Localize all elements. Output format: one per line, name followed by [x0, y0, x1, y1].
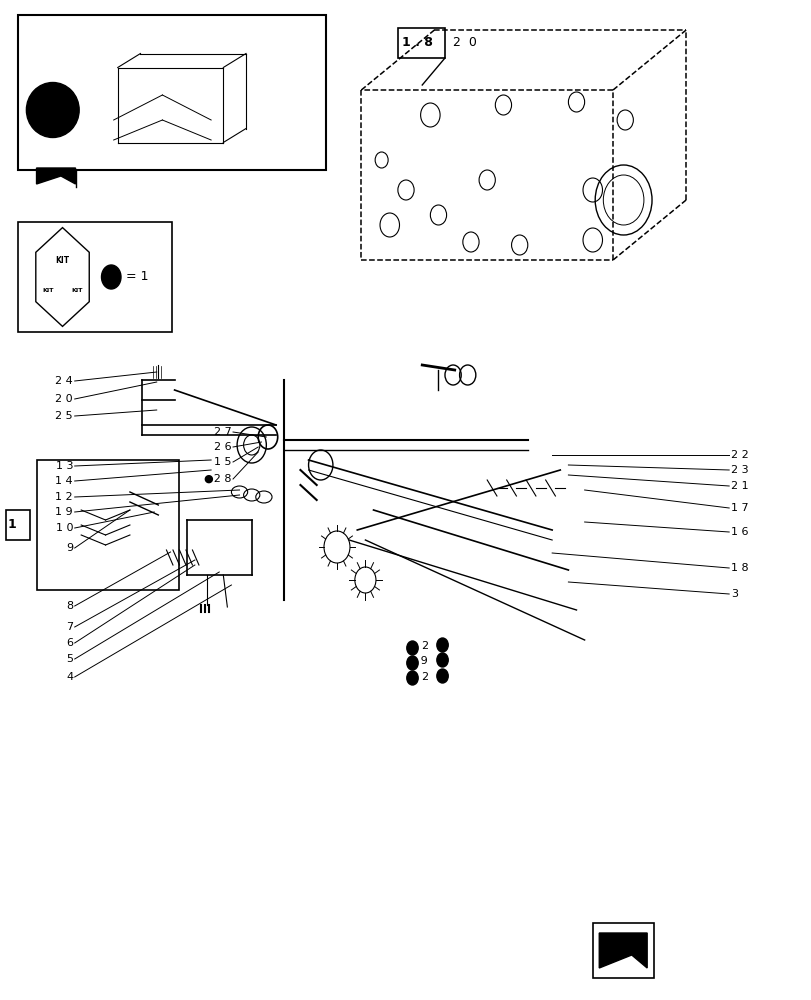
Ellipse shape	[26, 83, 79, 137]
Circle shape	[436, 653, 448, 667]
Text: 1 5: 1 5	[213, 457, 231, 467]
Circle shape	[308, 450, 333, 480]
Circle shape	[406, 656, 418, 670]
Text: KIT: KIT	[42, 288, 54, 293]
Text: 1 2: 1 2	[55, 492, 73, 502]
Text: 2 5: 2 5	[55, 411, 73, 421]
Text: 1 . 8: 1 . 8	[401, 35, 432, 48]
Text: 9: 9	[66, 543, 73, 553]
Text: 3: 3	[730, 589, 737, 599]
Circle shape	[406, 671, 418, 685]
Text: 1 6: 1 6	[730, 527, 748, 537]
Text: 8: 8	[66, 601, 73, 611]
Text: = 1: = 1	[126, 270, 148, 283]
Text: 1 0: 1 0	[55, 523, 73, 533]
Text: 2 4: 2 4	[55, 376, 73, 386]
Polygon shape	[599, 933, 646, 968]
Text: 2 2: 2 2	[730, 450, 748, 460]
Text: 2: 2	[420, 641, 427, 651]
Text: 1 9: 1 9	[55, 507, 73, 517]
Bar	[6, 510, 30, 540]
Text: 4: 4	[66, 672, 73, 682]
Text: 1 8: 1 8	[730, 563, 748, 573]
Text: 2 0: 2 0	[55, 394, 73, 404]
Text: 2 9: 2 9	[410, 656, 427, 666]
Text: 2 3: 2 3	[730, 465, 748, 475]
Text: 2 7: 2 7	[213, 427, 231, 437]
Polygon shape	[36, 168, 75, 184]
Bar	[592, 923, 653, 978]
Text: KIT: KIT	[71, 288, 83, 293]
Text: 1 4: 1 4	[55, 476, 73, 486]
Text: 1: 1	[8, 518, 16, 532]
Text: 2  0: 2 0	[453, 35, 476, 48]
Text: KIT: KIT	[55, 256, 70, 265]
Circle shape	[436, 669, 448, 683]
Circle shape	[101, 265, 121, 289]
Circle shape	[406, 641, 418, 655]
Text: ●2 8: ●2 8	[204, 474, 231, 484]
Bar	[397, 28, 444, 58]
Text: 1 3: 1 3	[55, 461, 73, 471]
Text: 7: 7	[66, 622, 73, 632]
Text: 2 6: 2 6	[213, 442, 231, 452]
Text: 2: 2	[420, 672, 427, 682]
Text: 5: 5	[66, 654, 73, 664]
Text: 1 7: 1 7	[730, 503, 748, 513]
Bar	[36, 460, 178, 590]
Text: 2 1: 2 1	[730, 481, 748, 491]
Bar	[18, 15, 326, 170]
Circle shape	[436, 638, 448, 652]
Bar	[18, 222, 172, 332]
Text: 6: 6	[66, 638, 73, 648]
